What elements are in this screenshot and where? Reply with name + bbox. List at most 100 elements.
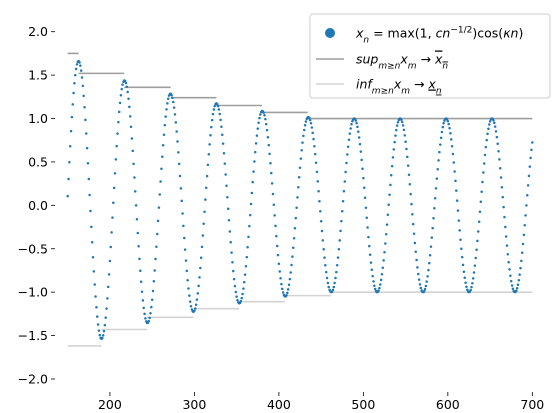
data-point [313, 152, 317, 156]
data-point [507, 260, 510, 264]
data-point [235, 295, 238, 298]
data-point [428, 261, 431, 265]
data-point [392, 148, 396, 151]
data-point [319, 210, 322, 213]
data-point [217, 108, 221, 111]
data-point [264, 122, 268, 126]
data-point [256, 127, 260, 130]
data-point [463, 276, 466, 279]
y-tick-label: 1.5 [28, 68, 48, 83]
data-point [524, 214, 527, 217]
data-point [179, 187, 183, 190]
data-point [334, 276, 337, 280]
data-point [454, 179, 457, 183]
data-point [112, 201, 115, 204]
data-point [410, 202, 413, 206]
data-point [472, 271, 476, 274]
data-point [89, 209, 92, 213]
data-point [189, 304, 193, 308]
data-point [166, 102, 169, 105]
legend-marker-dot [325, 28, 335, 38]
data-point [438, 150, 441, 154]
data-point [137, 244, 140, 248]
data-point [452, 161, 456, 164]
data-point [244, 265, 248, 268]
data-point [245, 255, 249, 259]
data-point [202, 222, 205, 225]
data-point [183, 236, 186, 240]
data-point [96, 323, 100, 326]
data-point [275, 234, 278, 238]
data-point [383, 251, 386, 254]
data-point [492, 119, 495, 122]
data-point [451, 152, 455, 156]
data-point [411, 212, 414, 216]
data-point [415, 258, 418, 262]
data-point [322, 248, 325, 251]
data-point [243, 273, 247, 276]
data-point [302, 134, 305, 138]
data-point [101, 336, 104, 340]
data-point [123, 79, 127, 83]
data-point [112, 186, 116, 190]
data-point [294, 216, 298, 220]
data-point [262, 111, 265, 114]
data-point [279, 277, 282, 280]
data-point [316, 180, 319, 183]
data-point [409, 192, 412, 196]
data-point [462, 270, 466, 273]
data-point [373, 284, 376, 287]
data-point [395, 124, 399, 127]
data-point [356, 125, 359, 129]
data-point [484, 145, 488, 149]
data-point [134, 204, 138, 207]
legend: xn = max(1, cn−1/2)cos(κn) supm≥nxm → xn… [309, 13, 551, 99]
data-point [242, 287, 245, 290]
x-axis: 200 300 400 500 600 700 [98, 392, 544, 412]
data-point [476, 239, 479, 243]
data-point [311, 131, 314, 135]
data-point [113, 172, 117, 175]
data-point [423, 287, 427, 291]
data-point [317, 189, 320, 193]
data-point [70, 115, 74, 119]
data-point [508, 268, 511, 271]
data-point [66, 194, 69, 198]
data-point [91, 255, 95, 259]
data-point [414, 250, 417, 254]
data-point [460, 255, 464, 259]
data-point [242, 280, 246, 284]
data-point [151, 289, 155, 293]
data-point [436, 168, 439, 171]
data-point [67, 177, 70, 181]
data-point [164, 115, 167, 118]
data-point [366, 226, 369, 229]
data-point [181, 212, 184, 215]
x-tick-label: 700 [520, 397, 544, 412]
data-point [148, 316, 151, 320]
data-point [248, 224, 251, 228]
data-point [108, 259, 112, 263]
data-point [172, 106, 176, 109]
data-point [216, 104, 220, 108]
data-point [124, 81, 128, 85]
data-point [268, 152, 271, 156]
data-point [226, 207, 230, 210]
data-point [485, 138, 488, 142]
data-point [79, 64, 82, 67]
data-point [288, 277, 292, 281]
data-point [138, 257, 141, 261]
data-point [302, 128, 306, 132]
data-point [471, 277, 475, 280]
data-point [166, 97, 170, 101]
data-point [315, 170, 319, 174]
data-point [300, 149, 303, 152]
data-point [464, 281, 467, 285]
data-point [69, 129, 73, 133]
data-point [312, 137, 315, 141]
data-point [156, 219, 160, 223]
data-point [281, 291, 285, 294]
data-point [477, 220, 481, 224]
data-point [368, 253, 372, 256]
data-point [278, 270, 281, 273]
